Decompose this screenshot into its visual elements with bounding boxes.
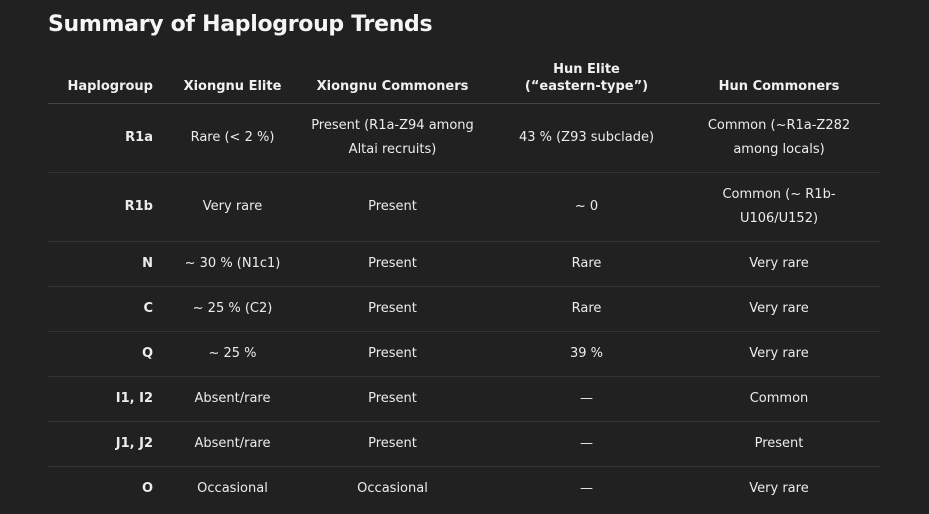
cell-xiongnu-commoners: Present: [290, 421, 495, 467]
cell-xiongnu-commoners: Present: [290, 286, 495, 332]
header-xiongnu-elite: Xiongnu Elite: [175, 60, 290, 104]
haplogroup-table: Haplogroup Xiongnu Elite Xiongnu Commone…: [48, 60, 880, 511]
header-xiongnu-commoners: Xiongnu Commoners: [290, 60, 495, 104]
cell-xiongnu-commoners: Present: [290, 172, 495, 242]
cell-hun-commoners: Present: [678, 421, 880, 467]
table-row: O Occasional Occasional — Very rare: [48, 466, 880, 511]
cell-hun-commoners: Very rare: [678, 241, 880, 287]
table-row: R1b Very rare Present ~ 0 Common (~ R1b-U106…: [48, 172, 880, 242]
table-row: J1, J2 Absent/rare Present — Present: [48, 421, 880, 467]
cell-xiongnu-elite: ~ 25 %: [175, 331, 290, 377]
cell-hun-commoners: Very rare: [678, 331, 880, 377]
cell-hun-elite: —: [495, 376, 678, 422]
cell-xiongnu-elite: Absent/rare: [175, 376, 290, 422]
cell-hun-commoners: Common (~R1a-Z282 among locals): [678, 103, 880, 173]
cell-hun-elite: Rare: [495, 286, 678, 332]
cell-xiongnu-commoners: Present (R1a-Z94 among Altai recruits): [290, 103, 495, 173]
cell-xiongnu-elite: Absent/rare: [175, 421, 290, 467]
table-row: N ~ 30 % (N1c1) Present Rare Very rare: [48, 241, 880, 287]
cell-hun-elite: 43 % (Z93 subclade): [495, 103, 678, 173]
header-hun-elite: Hun Elite (“eastern-type”): [495, 60, 678, 104]
cell-hun-commoners: Common: [678, 376, 880, 422]
cell-hun-elite: —: [580, 480, 593, 496]
cell-haplogroup: N: [48, 241, 175, 287]
table-row: R1a Rare (< 2 %) Present (R1a-Z94 among Al…: [48, 103, 880, 173]
cell-xiongnu-elite: Rare (< 2 %): [175, 103, 290, 173]
cell-hun-elite: 39 %: [495, 331, 678, 377]
page-title: Summary of Haplogroup Trends: [48, 12, 433, 37]
cell-hun-elite: Rare: [495, 241, 678, 287]
table-header-row: Haplogroup Xiongnu Elite Xiongnu Commone…: [48, 60, 880, 104]
cell-haplogroup: C: [48, 286, 175, 332]
header-hun-commoners: Hun Commoners: [678, 60, 880, 104]
cell-hun-elite: ~ 0: [495, 172, 678, 242]
cell-hun-elite: —: [495, 421, 678, 467]
header-hun-elite-line1: Hun Elite: [553, 61, 620, 77]
cell-hun-commoners: Common (~ R1b-U106/U152): [678, 172, 880, 242]
cell-hun-commoners: Very rare: [678, 286, 880, 332]
cell-xiongnu-elite: Occasional: [197, 480, 268, 496]
header-hun-elite-line2: (“eastern-type”): [524, 78, 649, 94]
table-row: C ~ 25 % (C2) Present Rare Very rare: [48, 286, 880, 332]
cell-haplogroup: Q: [48, 331, 175, 377]
header-haplogroup: Haplogroup: [48, 60, 175, 104]
cell-xiongnu-commoners: Present: [290, 331, 495, 377]
cell-xiongnu-elite: Very rare: [175, 172, 290, 242]
cell-haplogroup: O: [141, 480, 153, 496]
cell-xiongnu-commoners: Occasional: [357, 480, 428, 496]
cell-haplogroup: R1a: [48, 103, 175, 173]
table-row: Q ~ 25 % Present 39 % Very rare: [48, 331, 880, 377]
cell-xiongnu-elite: ~ 30 % (N1c1): [175, 241, 290, 287]
table-row: I1, I2 Absent/rare Present — Common: [48, 376, 880, 422]
cell-xiongnu-elite: ~ 25 % (C2): [175, 286, 290, 332]
cell-haplogroup: J1, J2: [48, 421, 175, 467]
cell-haplogroup: I1, I2: [48, 376, 175, 422]
cell-xiongnu-commoners: Present: [290, 241, 495, 287]
cell-xiongnu-commoners: Present: [290, 376, 495, 422]
cell-haplogroup: R1b: [48, 172, 175, 242]
cell-hun-commoners: Very rare: [749, 480, 809, 496]
